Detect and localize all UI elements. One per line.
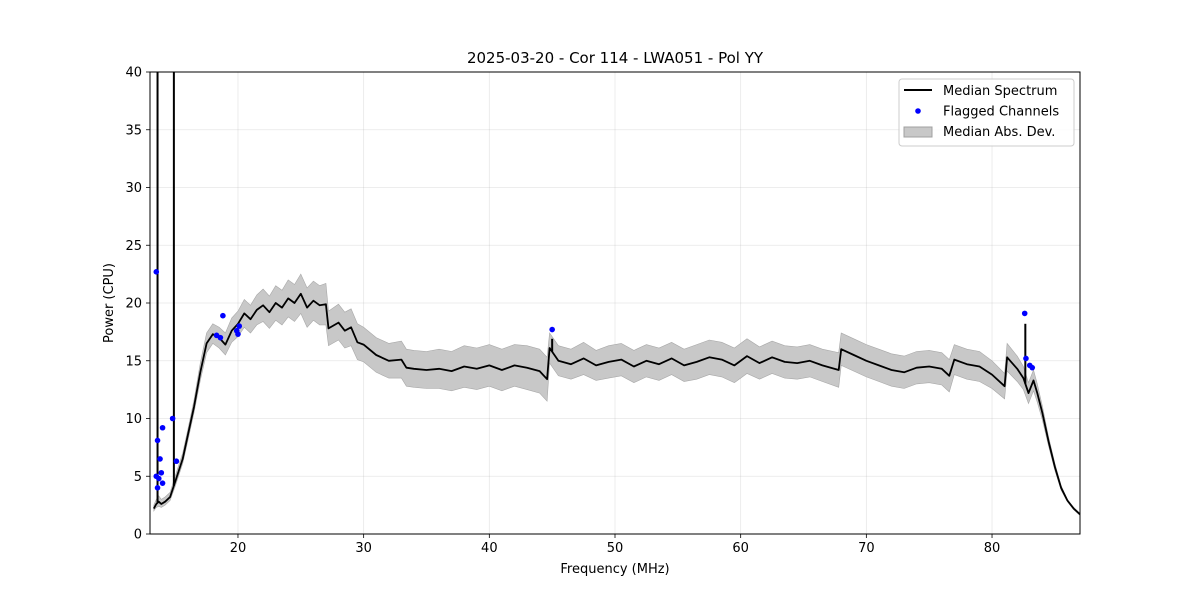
flagged-channel-point (1021, 310, 1028, 317)
legend-flagged-swatch (915, 108, 921, 114)
flagged-channel-point (158, 469, 165, 476)
x-tick-label: 50 (607, 541, 624, 556)
flagged-channel-point (236, 323, 243, 329)
flagged-channel-point (217, 334, 224, 341)
y-tick-label: 10 (125, 412, 142, 427)
chart-title: 2025-03-20 - Cor 114 - LWA051 - Pol YY (467, 49, 764, 67)
y-tick-label: 35 (125, 123, 142, 138)
median-line-layer (153, 72, 1081, 516)
y-tick-label: 40 (125, 66, 142, 81)
x-axis-label: Frequency (MHz) (560, 562, 669, 577)
y-tick-label: 20 (125, 297, 142, 312)
x-tick-label: 70 (858, 541, 875, 556)
y-tick-label: 5 (134, 470, 142, 485)
legend-median-label: Median Spectrum (943, 84, 1057, 99)
flagged-channel-point (169, 415, 176, 422)
legend-box (898, 78, 1075, 147)
x-tick-label: 20 (230, 541, 247, 556)
flagged-channel-point (153, 269, 160, 275)
flagged-channel-point (154, 485, 161, 491)
x-tick-label: 80 (984, 541, 1001, 556)
chart-legend: Median Spectrum Flagged Channels Median … (898, 78, 1075, 147)
y-tick-label: 0 (134, 528, 142, 543)
y-tick-label: 15 (125, 354, 142, 369)
x-tick-label: 40 (481, 541, 498, 556)
flagged-channel-point (1023, 355, 1029, 362)
flagged-channel-point (173, 458, 180, 465)
flagged-channel-point (159, 480, 166, 486)
flagged-channel-point (159, 424, 166, 431)
axis-ticks: 20 30 40 50 60 70 80 0 5 10 15 20 25 30 35 40 (125, 66, 1000, 557)
flagged-channel-point (157, 456, 163, 462)
flagged-channel-point (154, 437, 161, 444)
y-tick-label: 30 (125, 181, 142, 196)
x-tick-label: 60 (732, 541, 749, 556)
y-axis-label: Power (CPU) (102, 263, 117, 343)
flagged-channel-point (1029, 364, 1036, 371)
legend-mad-label: Median Abs. Dev. (943, 125, 1055, 140)
legend-flagged-label: Flagged Channels (943, 105, 1059, 120)
flagged-channel-point (549, 326, 555, 333)
median-spectrum-line (153, 292, 1081, 516)
x-tick-label: 30 (355, 541, 372, 556)
flagged-points-layer (153, 269, 1036, 491)
flagged-channel-point (155, 475, 162, 482)
flagged-channel-point (235, 331, 241, 337)
flagged-channel-point (220, 312, 226, 319)
y-tick-label: 25 (125, 239, 142, 254)
legend-mad-swatch (903, 126, 933, 138)
